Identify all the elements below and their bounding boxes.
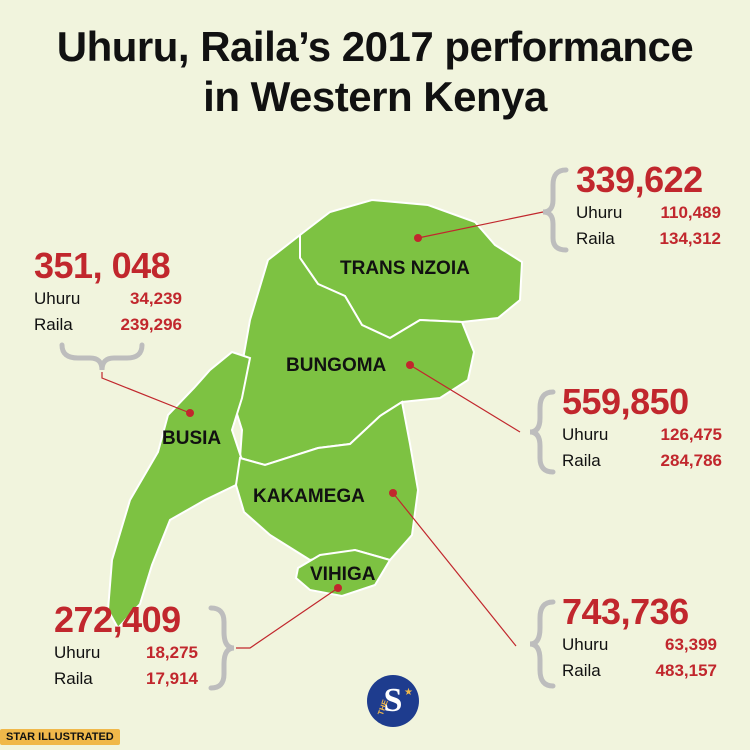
bracket-kakamega	[529, 599, 556, 689]
bracket-busia	[59, 342, 145, 371]
marker-trans-nzoia	[414, 234, 422, 242]
leader-vihiga	[236, 587, 339, 649]
candidate-label: Raila	[54, 669, 93, 688]
county-bungoma	[230, 232, 476, 467]
leader-busia	[101, 372, 191, 414]
total-votes: 559,850	[562, 381, 689, 422]
uhuru-votes: 63,399	[665, 635, 717, 654]
uhuru-row: Uhuru 18,275	[54, 640, 198, 666]
candidate-label: Uhuru	[576, 203, 623, 222]
page-title: Uhuru, Raila’s 2017 performance in Weste…	[0, 22, 750, 122]
candidate-label: Uhuru	[562, 635, 609, 654]
candidate-label: Raila	[34, 315, 73, 334]
candidate-label: Raila	[576, 229, 615, 248]
raila-row: Raila 483,157	[562, 658, 717, 684]
stats-busia: 351, 048 Uhuru 34,239 Raila 239,296	[34, 246, 182, 338]
total-votes: 339,622	[576, 159, 703, 200]
raila-votes: 483,157	[655, 661, 717, 680]
label-busia: BUSIA	[162, 428, 221, 449]
raila-votes: 239,296	[120, 315, 182, 334]
raila-votes: 284,786	[660, 451, 722, 470]
raila-row: Raila 134,312	[576, 226, 721, 252]
leader-bungoma	[409, 364, 521, 433]
marker-busia	[186, 409, 194, 417]
candidate-label: Uhuru	[562, 425, 609, 444]
label-kakamega: KAKAMEGA	[253, 486, 365, 507]
uhuru-votes: 34,239	[130, 289, 182, 308]
label-trans-nzoia: TRANS NZOIA	[340, 258, 470, 279]
title-line-1: Uhuru, Raila’s 2017 performance	[56, 23, 694, 70]
marker-bungoma	[406, 361, 414, 369]
star-icon: ★	[404, 687, 413, 698]
leader-kakamega	[392, 492, 517, 647]
county-busia	[106, 350, 252, 630]
bracket-vihiga	[208, 605, 235, 691]
stats-vihiga: 272,409 Uhuru 18,275 Raila 17,914	[54, 600, 198, 692]
raila-row: Raila 239,296	[34, 312, 182, 338]
raila-row: Raila 17,914	[54, 666, 198, 692]
uhuru-row: Uhuru 34,239	[34, 286, 182, 312]
label-bungoma: BUNGOMA	[286, 355, 387, 376]
total-votes: 351, 048	[34, 245, 171, 286]
raila-row: Raila 284,786	[562, 448, 722, 474]
stats-bungoma: 559,850 Uhuru 126,475 Raila 284,786	[562, 382, 722, 474]
leader-lines	[101, 211, 544, 649]
total-votes: 272,409	[54, 599, 181, 640]
label-vihiga: VIHIGA	[310, 564, 376, 585]
county-vihiga	[294, 548, 392, 598]
candidate-label: Uhuru	[54, 643, 101, 662]
title-line-2: in Western Kenya	[203, 73, 547, 120]
stats-trans-nzoia: 339,622 Uhuru 110,489 Raila 134,312	[576, 160, 721, 252]
candidate-label: Raila	[562, 451, 601, 470]
uhuru-votes: 126,475	[660, 425, 722, 444]
uhuru-row: Uhuru 63,399	[562, 632, 717, 658]
the-star-logo: THE S ★	[367, 675, 419, 727]
bracket-bungoma	[529, 389, 556, 475]
raila-votes: 17,914	[146, 669, 198, 688]
marker-vihiga	[334, 584, 342, 592]
stats-kakamega: 743,736 Uhuru 63,399 Raila 483,157	[562, 592, 717, 684]
bracket-trans-nzoia	[542, 167, 569, 253]
logo-letter: S	[383, 682, 403, 719]
uhuru-votes: 18,275	[146, 643, 198, 662]
markers	[186, 234, 422, 592]
uhuru-row: Uhuru 126,475	[562, 422, 722, 448]
total-votes: 743,736	[562, 591, 689, 632]
credit-badge: STAR ILLUSTRATED	[0, 729, 120, 745]
county-kakamega	[234, 400, 420, 562]
marker-kakamega	[389, 489, 397, 497]
uhuru-votes: 110,489	[660, 203, 721, 222]
county-shapes	[106, 198, 524, 630]
leader-trans-nzoia	[417, 211, 544, 239]
uhuru-row: Uhuru 110,489	[576, 200, 721, 226]
raila-votes: 134,312	[659, 229, 721, 248]
candidate-label: Uhuru	[34, 289, 81, 308]
candidate-label: Raila	[562, 661, 601, 680]
